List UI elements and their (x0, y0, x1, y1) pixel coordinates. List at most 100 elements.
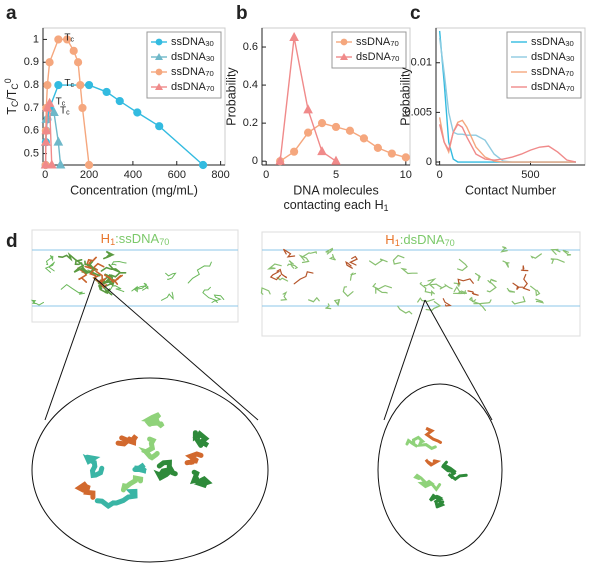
dna-strand (58, 252, 82, 265)
x-tick-label: 0 (437, 169, 443, 181)
panel-label: b (236, 3, 248, 24)
legend-label: dsDNA30 (171, 51, 214, 63)
dna-strand (474, 272, 481, 282)
dna-strand (110, 260, 127, 266)
dna-strand (115, 434, 139, 447)
zoom-ellipse (31, 377, 269, 563)
legend-label: dsDNA70 (531, 81, 574, 93)
dna-strand (428, 493, 446, 509)
dna-strand (190, 469, 213, 489)
dna-strand (457, 258, 468, 272)
dna-strand (202, 286, 217, 303)
dna-strand (325, 247, 334, 255)
x-axis-label: DNA molecules (293, 183, 378, 197)
point (84, 160, 94, 170)
dna-strand (141, 412, 165, 429)
point (331, 122, 341, 132)
dna-strand (44, 261, 55, 273)
point (53, 136, 64, 146)
legend-label: ssDNA70 (171, 66, 214, 78)
point (41, 136, 51, 146)
point (317, 146, 327, 156)
point (43, 80, 52, 90)
point (44, 97, 55, 107)
point (40, 159, 51, 169)
x-tick-label: 500 (521, 169, 539, 181)
y-tick-label: 0.6 (243, 41, 258, 53)
y-axis-label: TC/TC0 (3, 78, 19, 114)
y-axis-label: Probability (398, 67, 412, 126)
point (78, 103, 87, 113)
dna-strand (120, 475, 144, 493)
dna-label: :dsDNA70 (400, 232, 455, 247)
dna-strand (441, 460, 468, 481)
dna-strand (419, 282, 433, 294)
point (401, 153, 410, 162)
zoom-line (94, 277, 259, 421)
dna-strand (423, 278, 437, 287)
dna-strand (520, 265, 529, 272)
x-tick-label: 0 (263, 169, 269, 181)
dna-strand (184, 451, 204, 466)
series-line (279, 37, 337, 162)
dna-strand (530, 285, 541, 297)
panel-label: a (6, 3, 17, 24)
dna-strand (375, 287, 388, 294)
point (76, 80, 85, 90)
annotation: Tc (64, 78, 74, 89)
panel-label: d (6, 231, 18, 252)
dna-strand (328, 254, 336, 261)
point (331, 155, 341, 165)
annotation: Tc (60, 105, 70, 116)
dna-strand (302, 251, 317, 257)
point (290, 147, 299, 156)
dna-strand (100, 263, 121, 273)
point (69, 46, 78, 55)
dna-strand (424, 458, 442, 467)
point (46, 159, 57, 169)
dna-strand (187, 261, 212, 284)
dna-strand (293, 271, 314, 285)
dna-strand (348, 255, 358, 266)
dna-strand (562, 249, 572, 256)
point (42, 102, 53, 112)
legend-marker (340, 53, 348, 60)
series-line (44, 103, 53, 166)
dna-strand (512, 282, 524, 290)
point (73, 58, 83, 67)
legend-marker (155, 38, 163, 46)
dna-strand (405, 435, 437, 451)
dna-strand (98, 284, 111, 295)
legend-label: dsDNA70 (356, 51, 399, 63)
dna-strand (500, 246, 508, 253)
dna-strand (439, 283, 453, 290)
dna-strand (280, 291, 288, 301)
series-line (438, 123, 577, 163)
dna-strand (288, 260, 295, 269)
complex-label: H1:ssDNA70 (101, 231, 170, 246)
legend-marker (155, 83, 163, 90)
dna-strand (73, 264, 92, 275)
x-axis-label: Contact Number (465, 183, 556, 197)
dna-strand (298, 254, 310, 264)
dna-strand (213, 294, 225, 303)
panel-d: H1:ssDNA70 H1:dsDNA70 (30, 229, 581, 563)
dna-strand (103, 250, 115, 260)
y-tick-label: 0.6 (24, 125, 39, 137)
zoom-ellipse (377, 383, 503, 557)
dna-strand (345, 260, 353, 269)
x-tick-label: 0 (42, 169, 48, 181)
zoom-line (424, 299, 493, 421)
y-tick-label: 0.005 (404, 106, 432, 118)
dna-strand (342, 286, 354, 298)
point (84, 80, 94, 90)
dna-strand (161, 291, 174, 301)
point (275, 155, 285, 165)
dna-strand (372, 283, 392, 290)
dna-strand (530, 253, 543, 259)
dna-strand (428, 283, 442, 289)
y-tick-label: 0.01 (411, 57, 432, 69)
dna-strand (138, 436, 160, 461)
legend-label: ssDNA70 (356, 36, 399, 48)
point (303, 104, 313, 114)
